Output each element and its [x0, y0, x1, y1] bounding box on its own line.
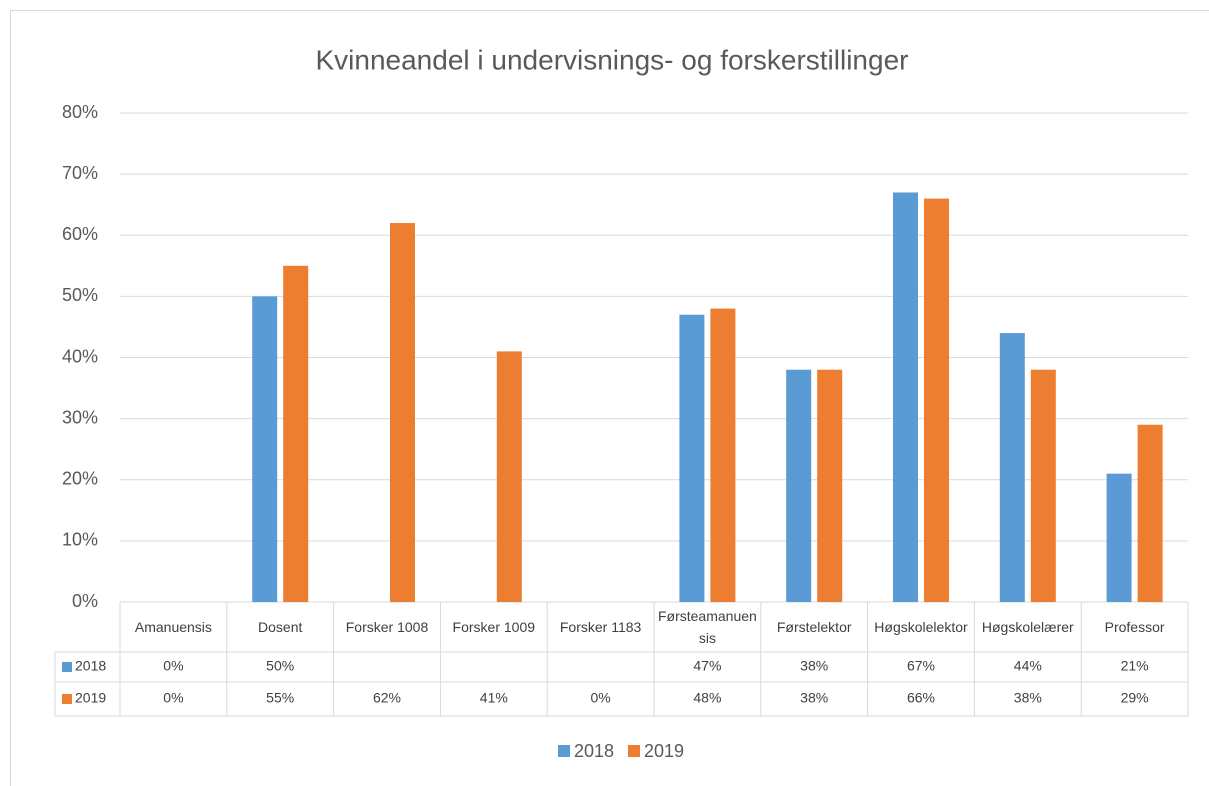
category-cell: Høgskolelærer [981, 619, 1074, 635]
x-tick-label: Forsker 1183 [559, 619, 642, 635]
chart-title: Kvinneandel i undervisnings- og forskers… [316, 44, 909, 75]
category-cell: Forsker 1008 [345, 619, 429, 635]
y-tick-label: 60% [62, 224, 98, 244]
bar [283, 265, 309, 602]
table-value: 0% [590, 690, 610, 706]
table-row-label: 2019 [75, 690, 106, 706]
y-tick-label: 50% [62, 285, 98, 305]
bar [924, 198, 949, 602]
y-tick-label: 0% [72, 591, 98, 611]
legend-key [628, 745, 640, 757]
y-tick-label: 80% [62, 102, 98, 122]
table-value: 66% [907, 690, 935, 706]
bar [710, 308, 736, 602]
table-value: 50% [266, 658, 294, 674]
table-value: 44% [1014, 658, 1042, 674]
category-cell: Høgskolelektor [874, 619, 968, 635]
bar [390, 223, 415, 602]
table-value: 55% [266, 690, 294, 706]
bar [679, 314, 705, 602]
table-value: 0% [163, 690, 183, 706]
x-tick-label: Forsker 1009 [452, 619, 536, 635]
table-row-label: 2018 [75, 658, 106, 674]
category-cell: Professor [1104, 619, 1165, 635]
bar [1106, 473, 1132, 602]
category-cell: Førsteamanuensis [657, 608, 757, 646]
bar [999, 333, 1025, 602]
bar [252, 296, 278, 602]
bar [496, 351, 522, 602]
y-tick-label: 40% [62, 346, 98, 366]
x-tick-label: Professor [1104, 619, 1165, 635]
table-value: 38% [800, 690, 828, 706]
y-tick-label: 10% [62, 530, 98, 550]
bar [1030, 369, 1056, 602]
table-value: 29% [1121, 690, 1149, 706]
y-tick-label: 30% [62, 407, 98, 427]
legend-label: 2019 [644, 741, 684, 761]
table-legend-key [62, 662, 72, 672]
y-tick-label: 70% [62, 163, 98, 183]
category-cell: Forsker 1183 [559, 619, 642, 635]
table-legend-key [62, 694, 72, 704]
x-tick-label: Forsker 1008 [345, 619, 429, 635]
table-value: 62% [373, 690, 401, 706]
x-tick-label: Amanuensis [134, 619, 212, 635]
x-tick-label: Førstelektor [776, 619, 852, 635]
table-value: 41% [480, 690, 508, 706]
bar [1137, 424, 1163, 602]
table-value: 38% [1014, 690, 1042, 706]
category-cell: Dosent [258, 619, 303, 635]
category-cell: Amanuensis [134, 619, 212, 635]
table-value: 47% [693, 658, 721, 674]
x-tick-label: Førsteamanuensis [657, 608, 757, 646]
table-value: 48% [693, 690, 721, 706]
legend-key [558, 745, 570, 757]
bar [893, 192, 918, 602]
legend-label: 2018 [574, 741, 614, 761]
bar [786, 369, 812, 602]
table-value: 21% [1121, 658, 1149, 674]
category-cell: Forsker 1009 [452, 619, 536, 635]
x-tick-label: Høgskolelektor [874, 619, 968, 635]
table-value: 38% [800, 658, 828, 674]
table-value: 0% [163, 658, 183, 674]
y-tick-label: 20% [62, 469, 98, 489]
x-tick-label: Høgskolelærer [981, 619, 1074, 635]
table-value: 67% [907, 658, 935, 674]
x-tick-label: Dosent [258, 619, 303, 635]
bar [817, 369, 843, 602]
category-cell: Førstelektor [776, 619, 852, 635]
